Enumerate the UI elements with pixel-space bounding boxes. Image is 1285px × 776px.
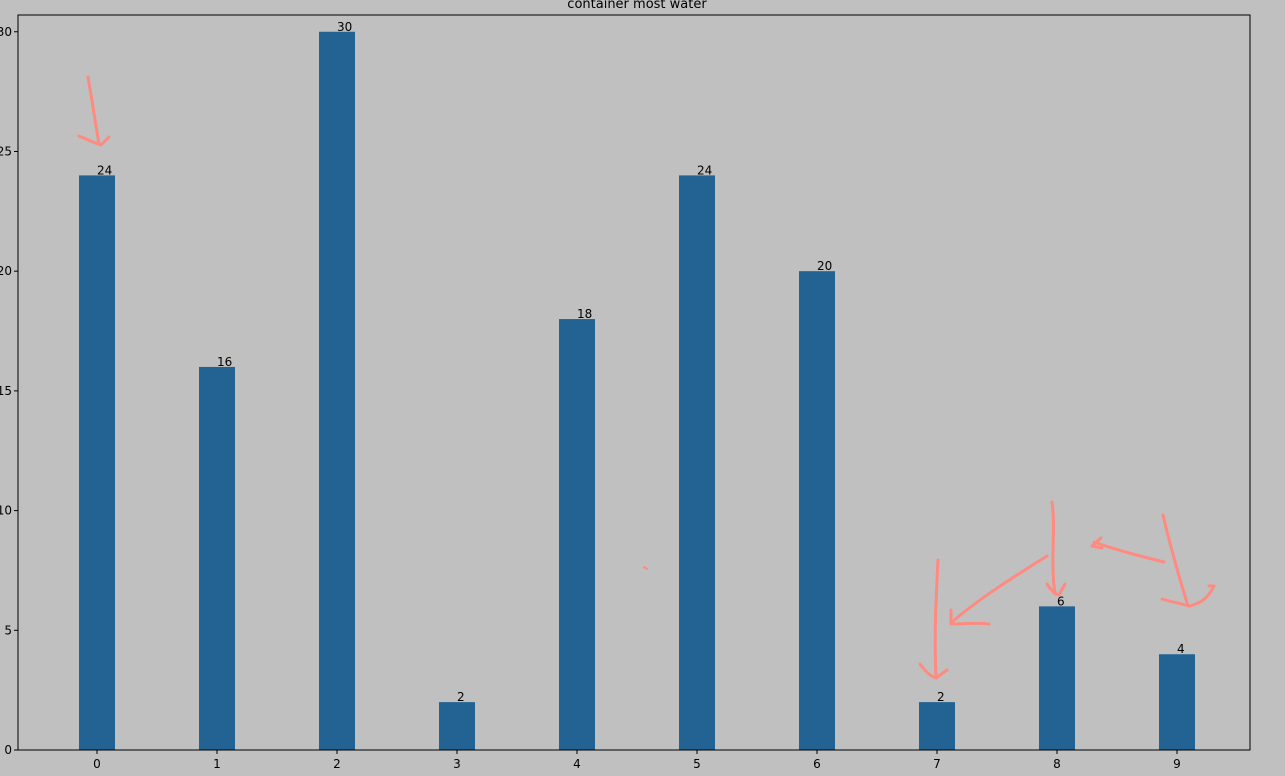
bar-2 [319, 31, 355, 750]
bar-5 [679, 175, 715, 750]
bar-8 [1039, 606, 1075, 750]
y-tick-label-20: 20 [0, 264, 12, 278]
arrow-left-to-bar-7 [949, 554, 1049, 626]
x-tick-label-0: 0 [93, 757, 101, 771]
y-tick-label-25: 25 [0, 144, 12, 158]
y-tick-label-30: 30 [0, 25, 12, 39]
bar-value-label-0: 24 [97, 163, 112, 177]
x-tick-label-3: 3 [453, 757, 461, 771]
arrow-left-between-bars [1090, 536, 1166, 564]
annotation-dot [643, 566, 648, 570]
x-tick-label-2: 2 [333, 757, 341, 771]
x-axis: 0 1 2 3 4 5 6 7 8 9 [93, 750, 1181, 771]
bar-value-label-7: 2 [937, 690, 945, 704]
bar-value-label-8: 6 [1057, 594, 1065, 608]
x-tick-label-7: 7 [933, 757, 941, 771]
y-tick-label-15: 15 [0, 384, 12, 398]
bar-value-label-3: 2 [457, 690, 465, 704]
x-tick-label-6: 6 [813, 757, 821, 771]
arrow-to-bar-0 [77, 75, 111, 147]
bar-labels-group: 24 16 30 2 18 24 20 2 6 4 [97, 20, 1185, 704]
y-tick-label-0: 0 [4, 743, 12, 757]
bar-6 [799, 271, 835, 750]
bar-value-label-4: 18 [577, 307, 592, 321]
bar-value-label-1: 16 [217, 355, 232, 369]
x-tick-label-8: 8 [1053, 757, 1061, 771]
axes-frame [17, 14, 1251, 751]
bars-group [79, 31, 1195, 750]
x-tick-label-1: 1 [213, 757, 221, 771]
bar-value-label-2: 30 [337, 20, 352, 34]
y-axis: 0 5 10 15 20 25 30 [0, 25, 18, 757]
hand-drawn-arrows [77, 75, 1216, 680]
bar-value-label-5: 24 [697, 163, 712, 177]
x-tick-label-4: 4 [573, 757, 581, 771]
y-tick-label-5: 5 [4, 623, 12, 637]
bar-7 [919, 702, 955, 750]
x-tick-label-9: 9 [1173, 757, 1181, 771]
arrow-down-to-bar-7 [918, 558, 949, 680]
arrow-to-bar-8 [1045, 500, 1067, 597]
bar-value-label-6: 20 [817, 259, 832, 273]
bar-3 [439, 702, 475, 750]
bar-0 [79, 175, 115, 750]
bar-4 [559, 319, 595, 750]
bar-value-label-9: 4 [1177, 642, 1185, 656]
bar-9 [1159, 654, 1195, 750]
chart-title: container most water [567, 0, 707, 12]
y-tick-label-10: 10 [0, 504, 12, 518]
x-tick-label-5: 5 [693, 757, 701, 771]
arrow-to-bar-9 [1160, 513, 1216, 608]
bar-1 [199, 366, 235, 750]
